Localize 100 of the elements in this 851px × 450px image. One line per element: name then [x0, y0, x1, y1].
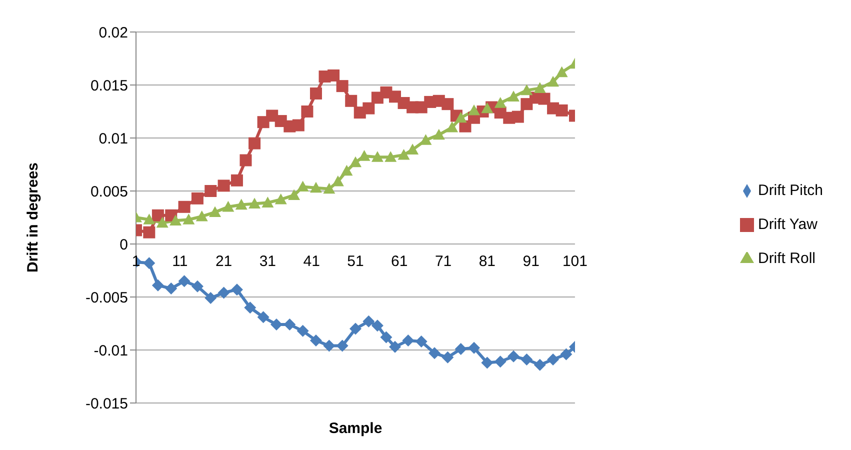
point: [230, 284, 243, 296]
point: [398, 148, 410, 160]
point: [204, 185, 217, 197]
point: [432, 128, 445, 140]
point: [143, 226, 156, 238]
point: [384, 151, 397, 162]
point: [222, 200, 234, 212]
point: [336, 80, 348, 92]
point: [371, 320, 384, 332]
point: [143, 257, 156, 270]
point: [481, 102, 494, 114]
y-tick-label: -0.005: [85, 289, 128, 306]
point: [288, 189, 300, 200]
point: [446, 121, 458, 132]
point: [248, 137, 261, 150]
point: [389, 340, 401, 353]
point: [296, 180, 309, 192]
point: [534, 358, 546, 371]
point: [257, 311, 270, 324]
point: [454, 112, 467, 123]
point: [284, 318, 296, 331]
point: [494, 97, 506, 108]
point: [406, 144, 419, 154]
point: [218, 286, 230, 299]
x-axis-title: Sample: [328, 420, 382, 437]
point: [244, 302, 256, 314]
point: [328, 69, 340, 82]
point: [323, 182, 336, 194]
point: [336, 340, 348, 352]
point: [520, 84, 533, 96]
point: [248, 198, 261, 209]
point: [292, 119, 304, 132]
point: [270, 318, 282, 331]
point: [494, 356, 506, 368]
point: [520, 354, 533, 366]
point: [454, 342, 467, 355]
point: [340, 164, 353, 176]
point: [165, 282, 178, 295]
point: [152, 279, 164, 292]
x-tick-label: 11: [172, 253, 188, 270]
x-tick-label: 61: [391, 253, 408, 270]
point: [428, 347, 441, 360]
point: [156, 216, 168, 228]
point: [178, 275, 190, 288]
point: [547, 76, 560, 87]
x-tick-label: 21: [215, 253, 232, 270]
point: [152, 209, 164, 222]
point: [218, 180, 230, 192]
y-tick-label: 0.01: [98, 130, 128, 148]
point: [204, 292, 217, 304]
legend-label: Drift Yaw: [758, 216, 818, 233]
point: [538, 92, 550, 105]
point: [182, 214, 195, 224]
point: [209, 206, 222, 217]
point: [178, 200, 190, 213]
point: [310, 87, 322, 100]
point: [262, 196, 274, 208]
point: [274, 193, 287, 204]
point: [230, 174, 243, 186]
y-tick-label: -0.015: [85, 395, 128, 412]
point: [345, 94, 358, 107]
point: [560, 348, 572, 360]
point: [371, 151, 384, 162]
y-tick-label: 0.005: [90, 183, 128, 200]
point: [349, 156, 362, 168]
point: [442, 351, 454, 364]
x-tick-label: 31: [259, 253, 276, 270]
point: [301, 106, 314, 118]
point: [240, 154, 252, 166]
point: [556, 104, 568, 116]
y-tick-label: -0.01: [94, 342, 128, 360]
point: [170, 214, 182, 226]
point: [402, 334, 414, 346]
point: [534, 82, 546, 93]
y-tick-label: 0.02: [98, 24, 128, 42]
point: [349, 322, 362, 335]
point: [468, 342, 480, 354]
point: [191, 280, 204, 292]
x-tick-label: 41: [303, 253, 320, 270]
point: [468, 104, 480, 116]
point: [310, 334, 322, 346]
point: [191, 192, 204, 204]
y-tick-label: 0.015: [90, 77, 128, 94]
x-tick-label: 81: [478, 253, 496, 270]
point: [310, 182, 322, 193]
point: [415, 336, 428, 348]
point: [296, 324, 309, 337]
point: [362, 102, 375, 114]
point: [556, 66, 568, 78]
x-tick-label: 101: [562, 253, 588, 270]
point: [362, 315, 375, 328]
y-axis-title: Drift in degrees: [24, 162, 42, 273]
x-tick-label: 91: [522, 253, 540, 270]
point: [196, 210, 208, 222]
point: [481, 356, 494, 369]
x-tick-label: 71: [434, 253, 452, 270]
point: [380, 331, 392, 344]
point: [512, 110, 524, 123]
point: [442, 98, 454, 110]
y-tick-label: 0: [120, 236, 128, 254]
